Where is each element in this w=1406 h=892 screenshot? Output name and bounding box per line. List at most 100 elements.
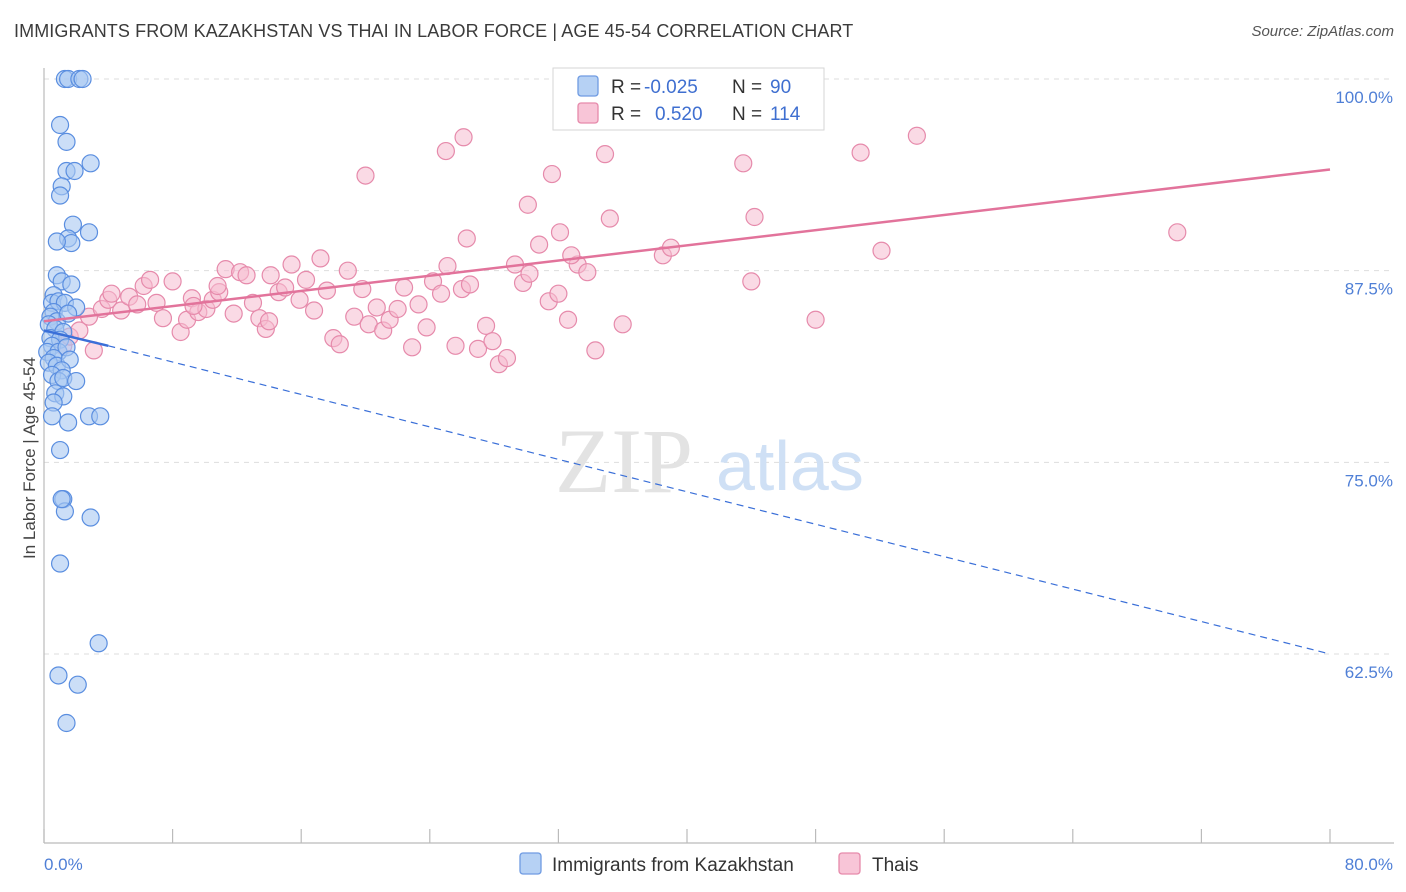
thais-point-7 bbox=[102, 284, 121, 303]
thais-point-15 bbox=[163, 272, 182, 291]
thais-point-14 bbox=[153, 309, 173, 328]
legend-n-value-1: 90 bbox=[770, 77, 791, 98]
kazakhstan-point-53 bbox=[50, 440, 70, 460]
kazakhstan-point-18 bbox=[62, 275, 81, 294]
chart-title: IMMIGRANTS FROM KAZAKHSTAN VS THAI IN LA… bbox=[14, 21, 854, 41]
legend-swatch-kazakhstan bbox=[577, 75, 599, 97]
bottom-legend-thais: Thais bbox=[872, 855, 918, 876]
thais-point-24 bbox=[224, 304, 243, 323]
x-axis-ticks bbox=[43, 829, 1331, 843]
thais-point-27 bbox=[243, 293, 263, 312]
thais-point-52 bbox=[417, 318, 436, 337]
trendlines bbox=[43, 168, 1331, 655]
kazakhstan-point-4 bbox=[50, 115, 70, 135]
thais-point-78 bbox=[356, 166, 375, 185]
thais-point-35 bbox=[296, 270, 316, 289]
thais-point-93 bbox=[562, 246, 581, 265]
legend-r-value-1: -0.025 bbox=[644, 77, 698, 98]
bottom-legend-swatch-thais bbox=[838, 852, 861, 875]
kazakhstan-trendline-extension bbox=[108, 345, 1331, 655]
gridlines bbox=[44, 78, 1394, 655]
chart-source: Source: ZipAtlas.com bbox=[1251, 23, 1394, 40]
legend-r-label-2: R = bbox=[611, 104, 641, 125]
watermark-atlas: atlas bbox=[716, 427, 864, 505]
legend-r-value-2: 0.520 bbox=[655, 104, 703, 125]
thais-point-69 bbox=[549, 284, 568, 303]
thais-point-94 bbox=[742, 272, 761, 291]
kazakhstan-point-52 bbox=[59, 413, 78, 432]
y-tick-label-2: 87.5% bbox=[1345, 280, 1393, 299]
thais-point-58 bbox=[460, 275, 480, 294]
thais-point-37 bbox=[311, 249, 330, 268]
kazakhstan-points bbox=[38, 69, 110, 733]
kazakhstan-point-3 bbox=[73, 69, 92, 89]
legend-n-label-1: N = bbox=[732, 77, 762, 98]
thais-point-30 bbox=[261, 266, 280, 285]
series-legend: Immigrants from Kazakhstan Thais bbox=[519, 852, 918, 876]
legend-n-value-2: 114 bbox=[770, 104, 801, 125]
thais-point-86 bbox=[734, 154, 753, 173]
kazakhstan-point-45 bbox=[67, 371, 86, 391]
thais-point-63 bbox=[497, 348, 517, 368]
thais-point-81 bbox=[518, 195, 537, 214]
thais-point-42 bbox=[345, 307, 364, 326]
kazakhstan-point-12 bbox=[79, 223, 99, 242]
thais-point-82 bbox=[542, 164, 562, 184]
kazakhstan-point-10 bbox=[50, 186, 70, 205]
thais-point-89 bbox=[872, 241, 891, 260]
thais-point-49 bbox=[394, 278, 414, 297]
thais-point-45 bbox=[367, 298, 386, 317]
thais-point-41 bbox=[338, 261, 357, 280]
thais-point-91 bbox=[1168, 223, 1187, 242]
thais-point-36 bbox=[304, 301, 324, 320]
kazakhstan-point-15 bbox=[47, 232, 66, 251]
x-tick-label-min: 0.0% bbox=[44, 855, 83, 874]
y-axis-label: In Labor Force | Age 45-54 bbox=[20, 357, 39, 559]
kazakhstan-point-57 bbox=[81, 508, 100, 527]
kazakhstan-point-61 bbox=[68, 675, 87, 694]
x-tick-label-max: 80.0% bbox=[1345, 855, 1393, 874]
thais-point-60 bbox=[476, 316, 496, 335]
kazakhstan-point-5 bbox=[57, 132, 76, 151]
y-tick-label-0: 62.5% bbox=[1345, 663, 1393, 682]
thais-point-61 bbox=[483, 332, 502, 351]
kazakhstan-point-62 bbox=[57, 713, 76, 733]
thais-point-26 bbox=[237, 266, 256, 285]
thais-point-12 bbox=[140, 270, 160, 289]
thais-point-74 bbox=[613, 315, 632, 334]
kazakhstan-point-56 bbox=[52, 490, 71, 509]
legend-swatch-thais bbox=[577, 102, 599, 124]
thais-trendline bbox=[43, 168, 1331, 323]
thais-point-33 bbox=[282, 255, 301, 274]
thais-point-96 bbox=[259, 312, 279, 331]
thais-point-77 bbox=[184, 296, 203, 316]
legend-r-label-1: R = bbox=[611, 77, 641, 98]
kazakhstan-point-60 bbox=[49, 666, 68, 685]
thais-point-83 bbox=[550, 223, 570, 242]
thais-point-70 bbox=[558, 310, 578, 329]
kazakhstan-point-51 bbox=[91, 407, 110, 426]
thais-point-50 bbox=[403, 338, 422, 357]
thais-point-38 bbox=[317, 281, 337, 300]
thais-point-92 bbox=[457, 229, 476, 248]
thais-point-72 bbox=[578, 263, 597, 282]
thais-points bbox=[54, 126, 1187, 374]
y-tick-labels: 62.5% 75.0% 87.5% 100.0% bbox=[1335, 88, 1393, 682]
kazakhstan-point-58 bbox=[50, 554, 70, 573]
thais-point-90 bbox=[907, 126, 926, 145]
thais-point-97 bbox=[208, 276, 227, 296]
bottom-legend-swatch-kazakhstan bbox=[519, 852, 542, 875]
thais-point-95 bbox=[806, 310, 825, 329]
thais-point-34 bbox=[290, 290, 309, 309]
thais-point-80 bbox=[454, 128, 473, 147]
thais-point-85 bbox=[600, 209, 619, 228]
thais-point-84 bbox=[595, 145, 615, 164]
y-tick-label-3: 100.0% bbox=[1335, 88, 1393, 107]
thais-point-88 bbox=[851, 143, 870, 162]
kazakhstan-point-8 bbox=[65, 161, 84, 181]
kazakhstan-point-59 bbox=[89, 634, 108, 653]
bottom-legend-kazakhstan: Immigrants from Kazakhstan bbox=[552, 855, 794, 876]
kazakhstan-point-49 bbox=[42, 407, 62, 426]
kazakhstan-point-6 bbox=[81, 154, 100, 173]
